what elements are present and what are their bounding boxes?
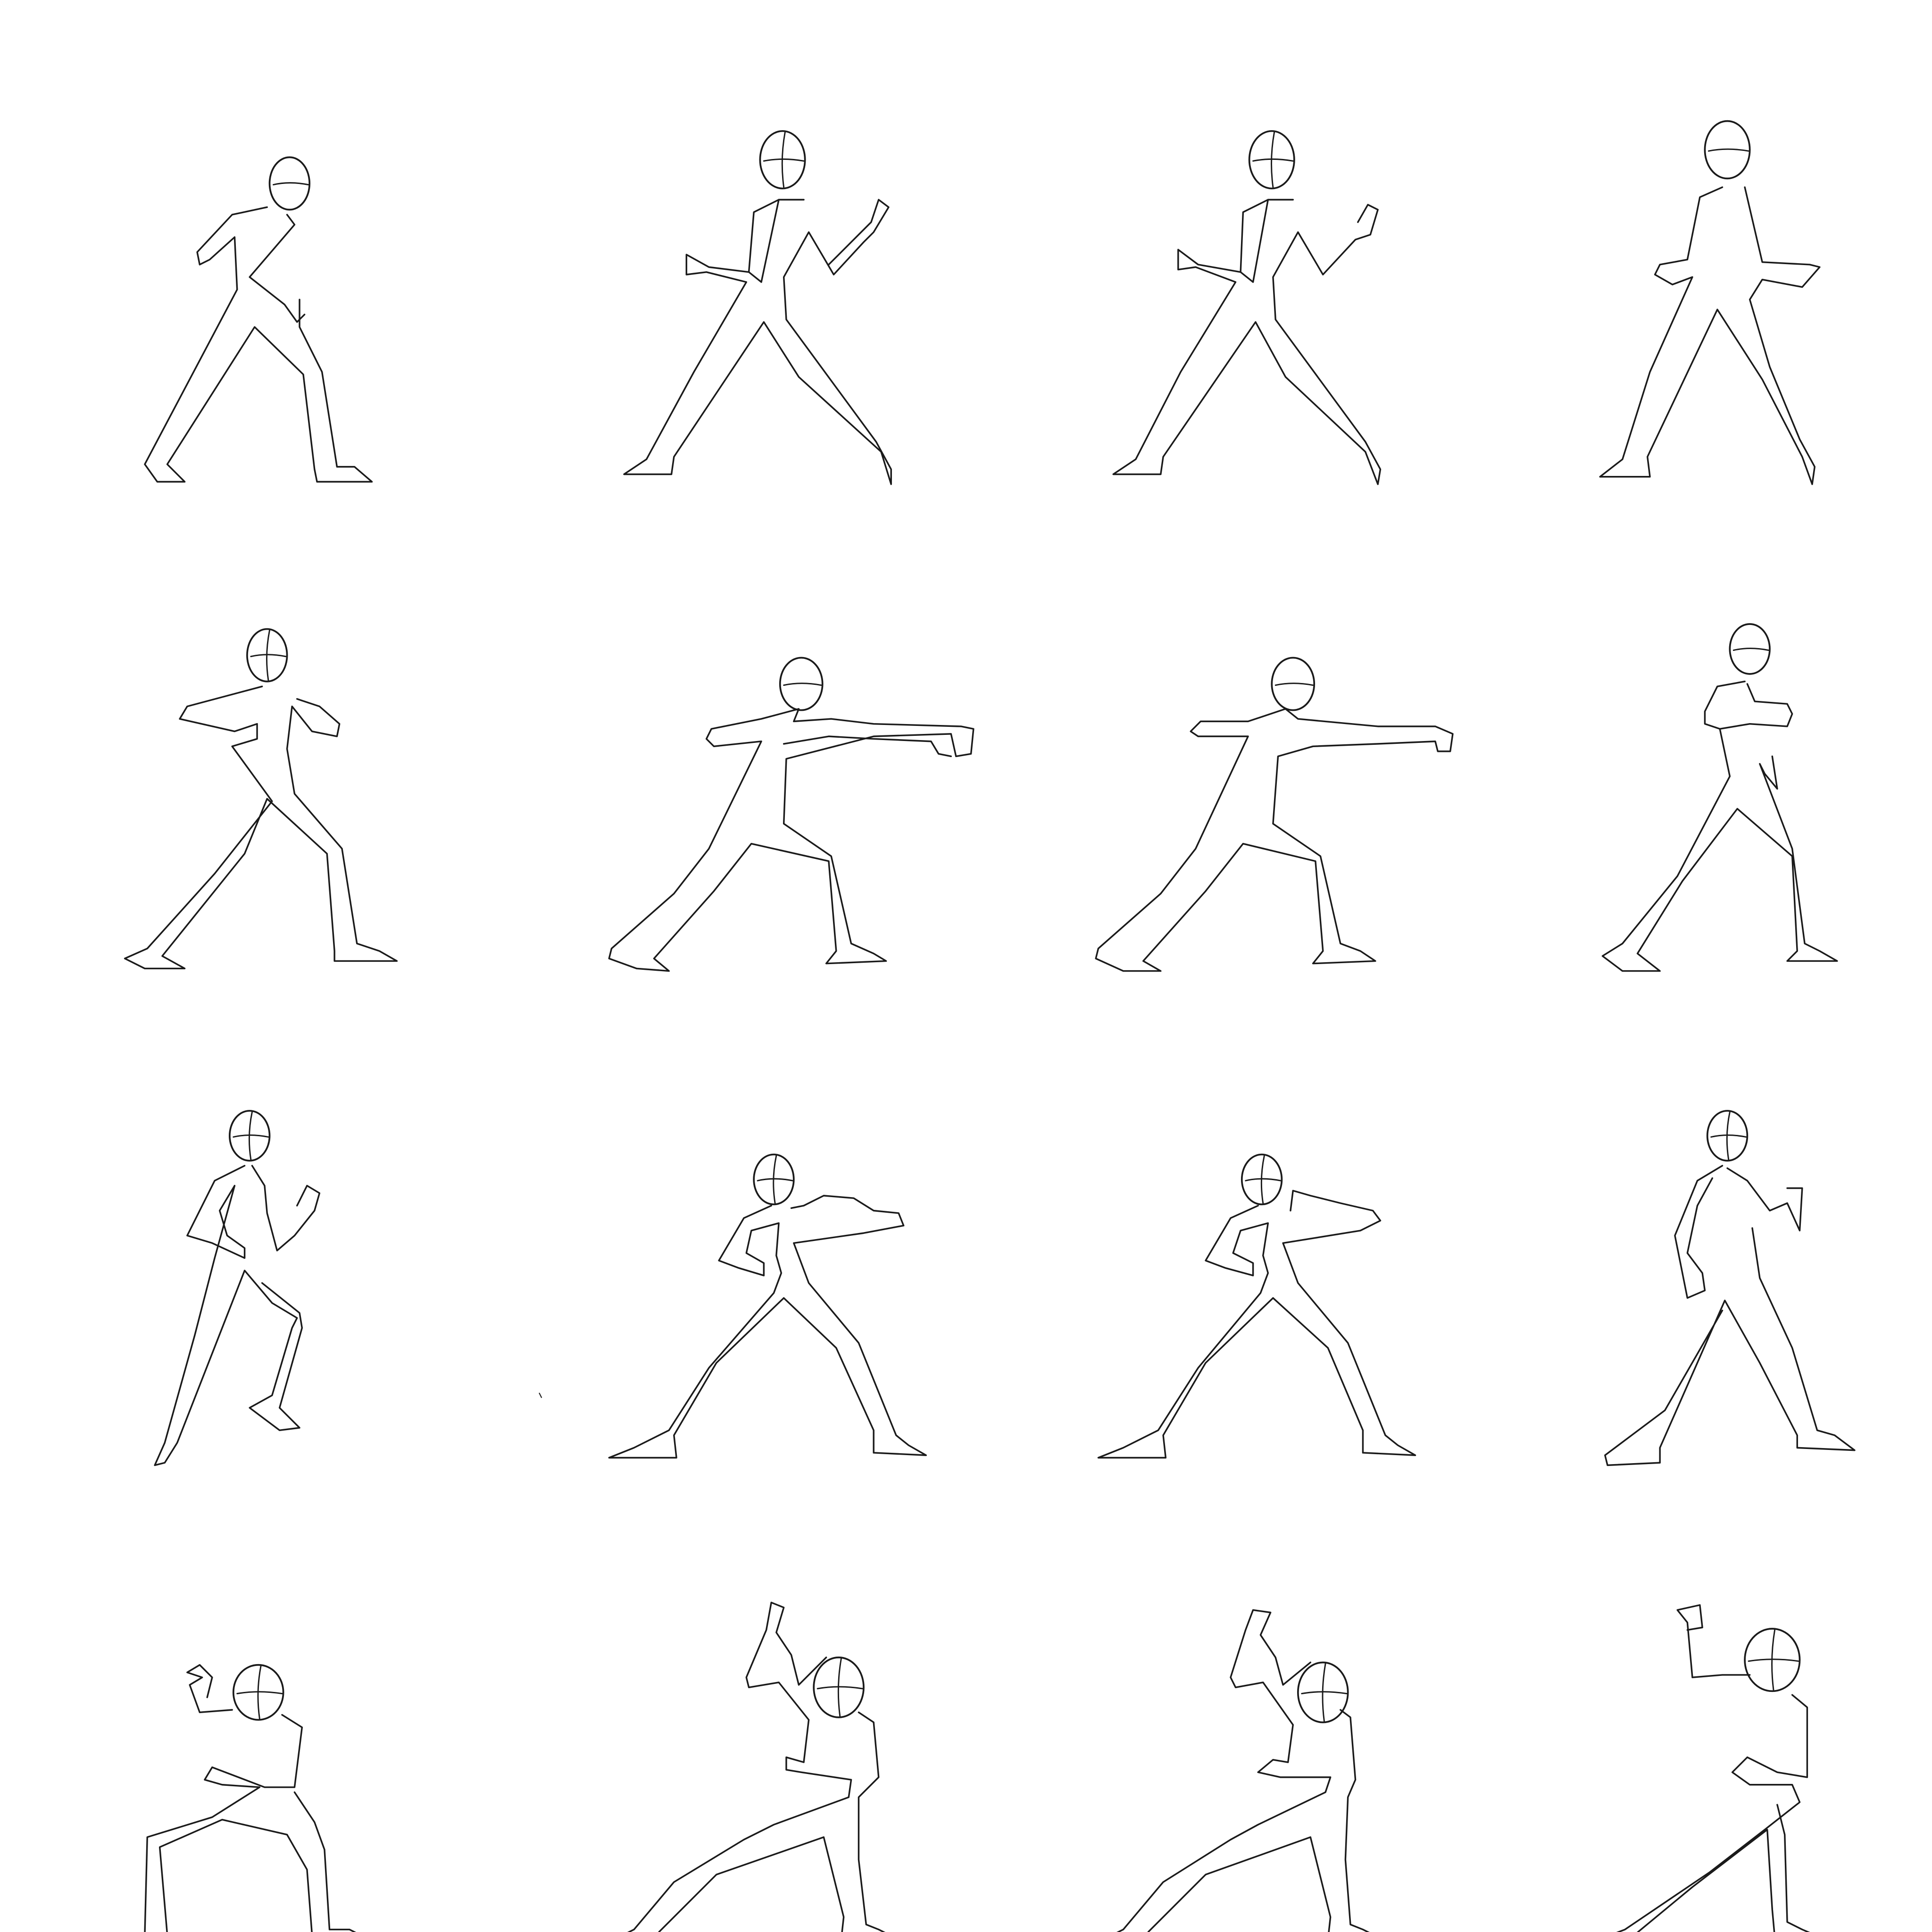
body-stroke xyxy=(1616,1694,1810,1932)
head-guide-horizontal xyxy=(1748,1658,1799,1662)
head xyxy=(1706,1110,1749,1162)
head xyxy=(1271,657,1316,711)
frame-5-guard-cross-arms xyxy=(124,628,398,970)
body-stroke xyxy=(1726,1167,1803,1232)
head-guide-horizontal xyxy=(1301,1691,1348,1695)
stray-mark xyxy=(539,1392,542,1398)
body-stroke xyxy=(144,1714,357,1932)
frame-6-straight-punch-smear xyxy=(608,657,974,972)
head xyxy=(779,657,824,711)
frame-4-fists-low-wide-stance xyxy=(1599,120,1821,485)
head xyxy=(232,1664,284,1721)
body-stroke xyxy=(1674,1165,1724,1299)
head-guide-horizontal xyxy=(1274,683,1314,686)
head-guide-horizontal xyxy=(816,1686,863,1690)
head-guide-horizontal xyxy=(1710,1134,1747,1138)
frame-10-hook-punch-smear xyxy=(608,1153,927,1459)
body-stroke xyxy=(124,685,398,970)
body-stroke xyxy=(1116,1609,1370,1932)
head-guide-horizontal xyxy=(783,683,822,686)
head-guide-horizontal xyxy=(1245,1178,1282,1182)
body-stroke xyxy=(1604,1227,1856,1466)
body-stroke xyxy=(1599,186,1821,485)
head xyxy=(1704,120,1751,180)
body-stroke xyxy=(1601,728,1838,972)
body-stroke xyxy=(154,1165,303,1466)
head-guide-horizontal xyxy=(273,182,309,186)
body-stroke xyxy=(1676,1604,1751,1678)
body-stroke xyxy=(783,735,952,758)
head xyxy=(1248,130,1295,190)
head-guide-horizontal xyxy=(1707,148,1749,152)
frame-11-hook-punch-follow xyxy=(1097,1153,1416,1459)
head xyxy=(246,628,288,683)
head-guide-horizontal xyxy=(1252,158,1294,162)
body-stroke xyxy=(608,708,974,972)
frame-15-lunge-arm-raised-2 xyxy=(1116,1609,1370,1932)
frame-7-straight-punch-extended xyxy=(1095,657,1454,972)
frame-13-crouch-arm-raised xyxy=(144,1664,357,1932)
body-stroke xyxy=(627,1601,886,1932)
head xyxy=(229,1110,271,1162)
head xyxy=(1744,1628,1801,1692)
frame-12-stance-reset xyxy=(1604,1110,1856,1466)
frame-3-ready-fists-up xyxy=(1112,130,1382,485)
body-stroke xyxy=(748,199,805,283)
body-stroke xyxy=(144,206,373,483)
body-stroke xyxy=(608,1195,927,1459)
body-stroke xyxy=(249,214,306,323)
frame-1-walk-forward xyxy=(144,156,373,483)
frame-14-lunge-arm-raised xyxy=(627,1601,886,1932)
head xyxy=(753,1153,795,1206)
head-guide-horizontal xyxy=(757,1178,793,1182)
frame-9-step-back-guard xyxy=(154,1110,321,1466)
head-guide-horizontal xyxy=(250,654,287,658)
body-stroke xyxy=(1112,199,1382,485)
head-guide-horizontal xyxy=(236,1691,283,1695)
body-stroke xyxy=(1095,708,1454,972)
body-stroke xyxy=(186,1664,233,1714)
frame-16-rise-arm-raised xyxy=(1616,1604,1810,1932)
frame-2-ready-fists-up-blur xyxy=(623,130,892,485)
head xyxy=(1241,1153,1283,1206)
body-stroke xyxy=(1097,1190,1416,1459)
body-stroke xyxy=(251,1165,321,1252)
body-stroke xyxy=(1704,680,1793,730)
head-guide-horizontal xyxy=(1732,648,1769,651)
head xyxy=(1729,623,1771,675)
head xyxy=(759,130,806,190)
frame-8-recover-guard xyxy=(1601,623,1838,972)
head xyxy=(1297,1661,1349,1724)
head xyxy=(268,156,311,211)
body-stroke xyxy=(1240,199,1294,283)
head-guide-horizontal xyxy=(233,1134,269,1138)
head-guide-horizontal xyxy=(763,158,805,162)
head xyxy=(813,1657,865,1718)
body-stroke xyxy=(623,199,892,485)
